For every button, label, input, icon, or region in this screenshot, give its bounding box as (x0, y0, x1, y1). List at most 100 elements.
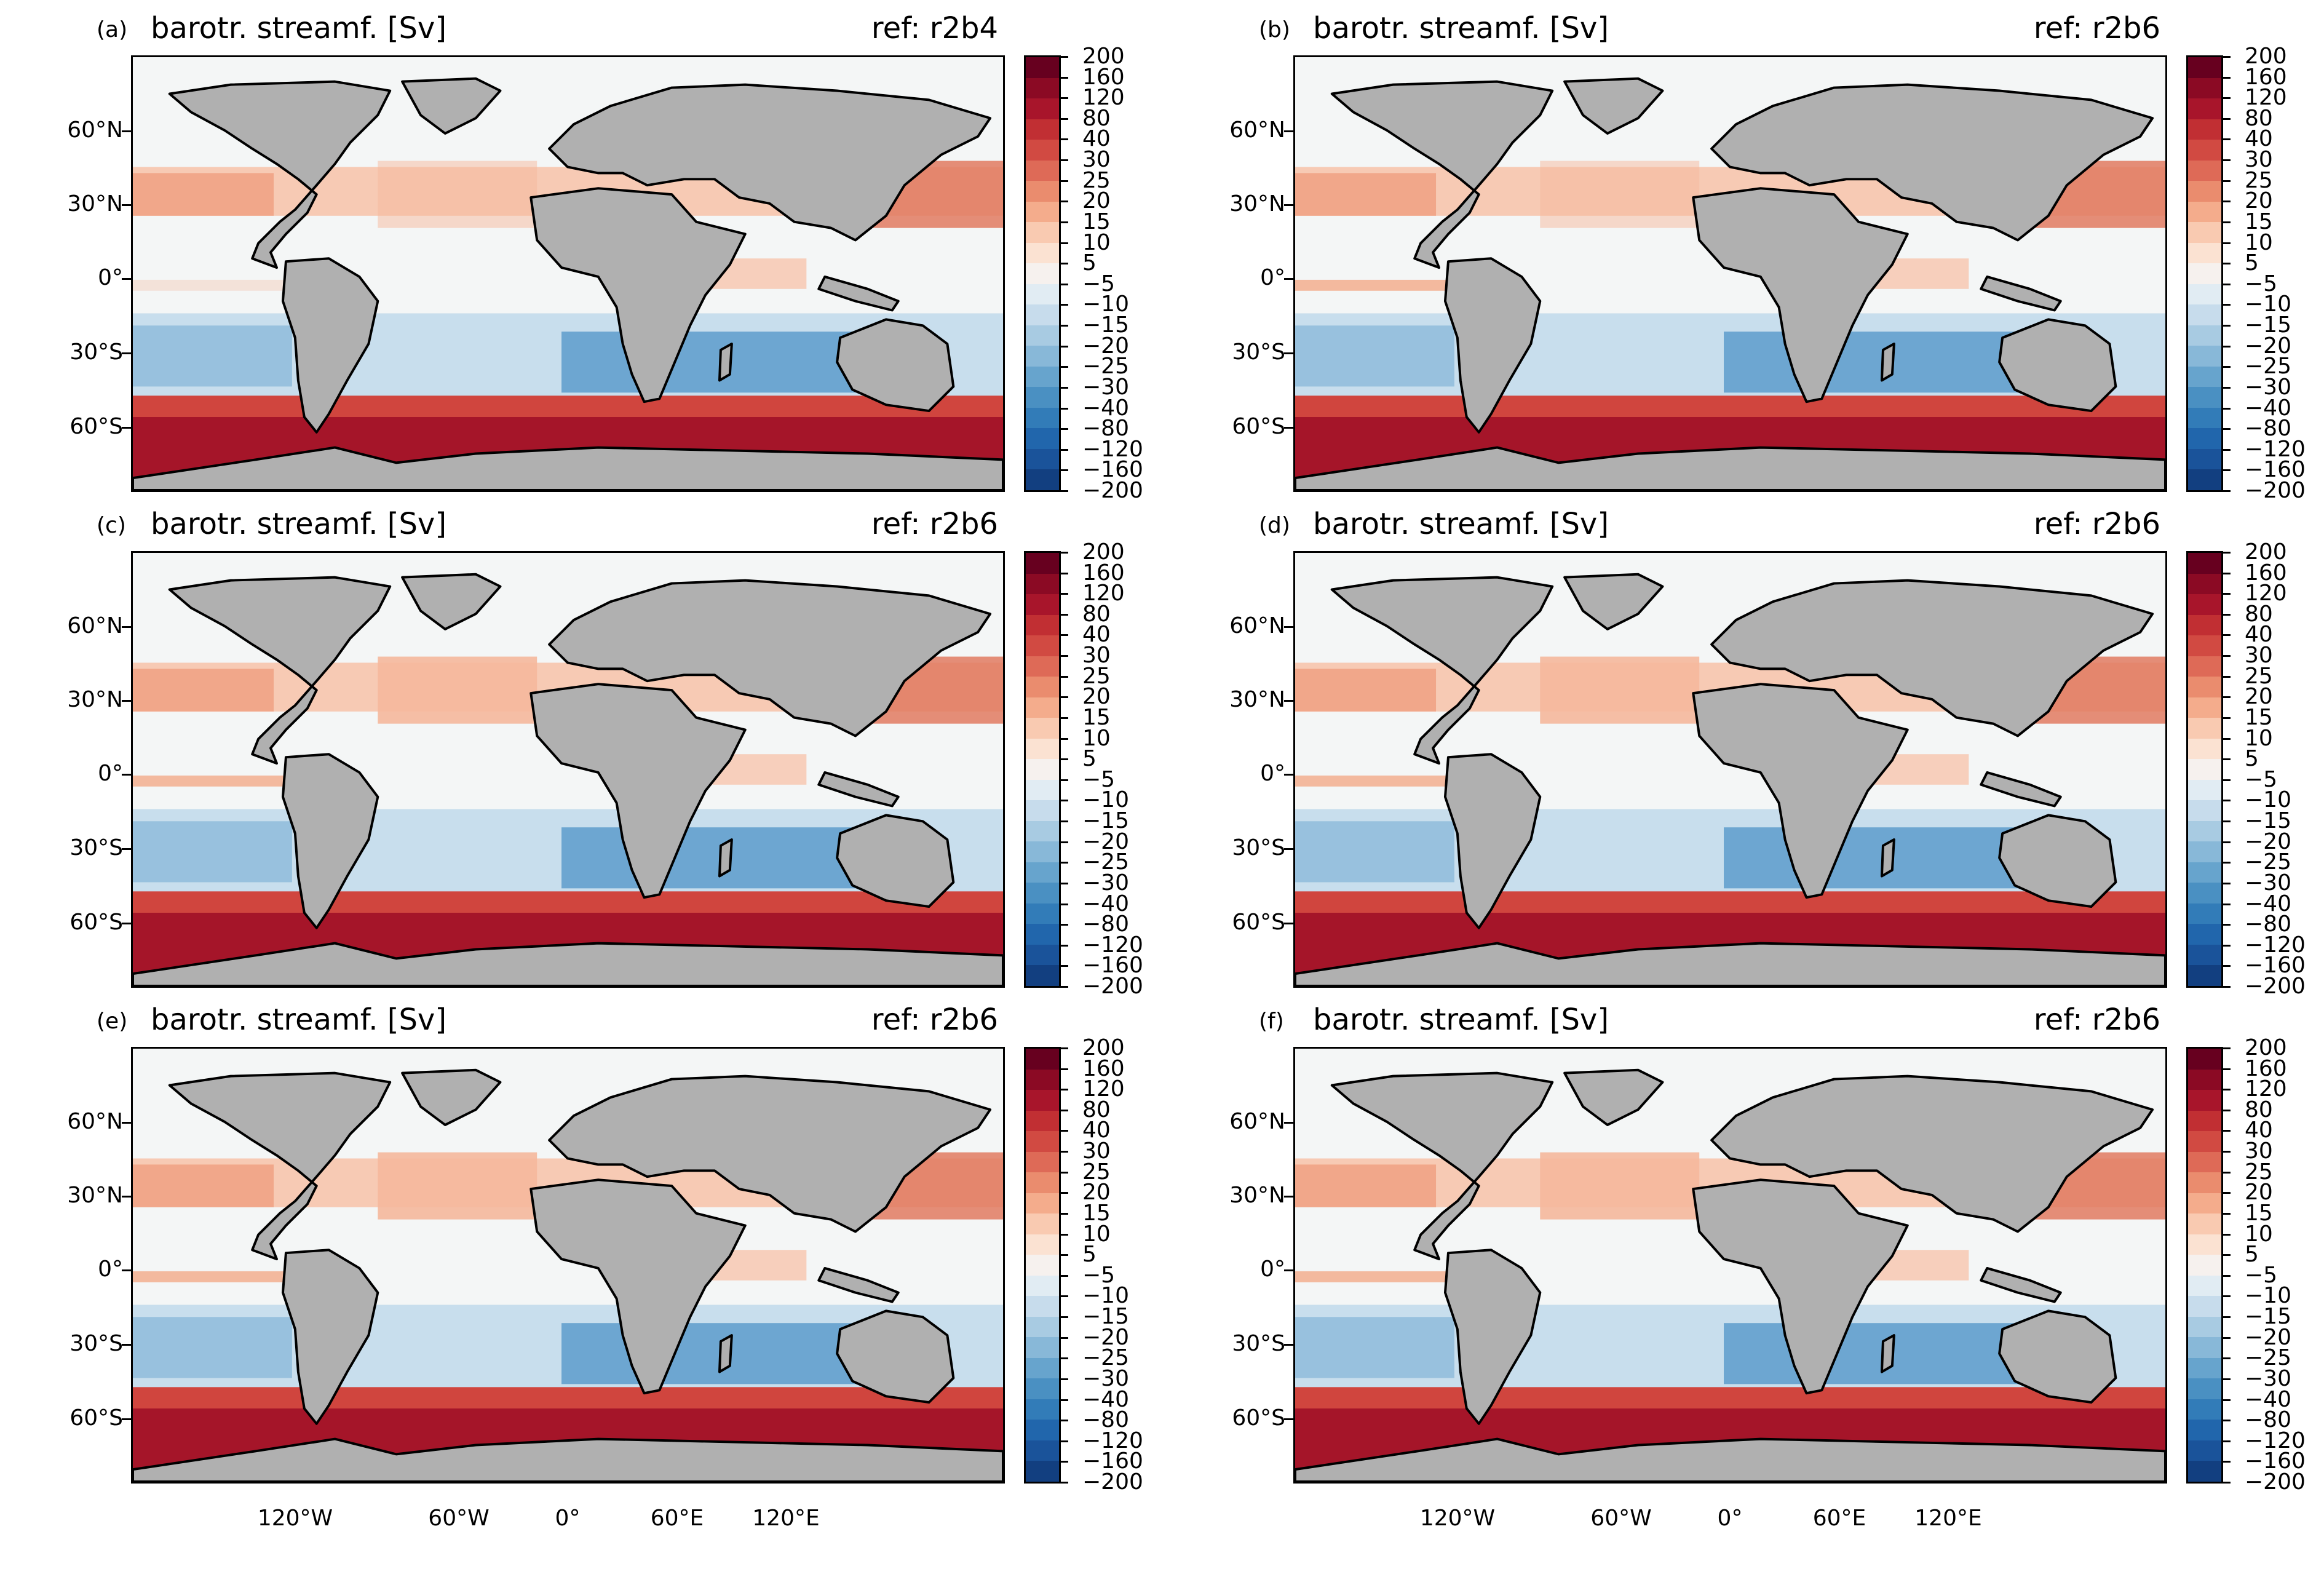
landmass (718, 343, 733, 382)
colorbar-label: 30 (2245, 147, 2273, 173)
colorbar-label: 160 (2245, 560, 2287, 586)
colorbar-segment (1026, 1255, 1059, 1276)
colorbar-tick (1061, 862, 1068, 864)
colorbar-label: 200 (1082, 1035, 1125, 1060)
latitude-label: 60°S (69, 414, 123, 439)
colorbar-tick (1061, 159, 1068, 162)
colorbar-label: 15 (2245, 704, 2273, 730)
colorbar-label: −5 (2245, 766, 2278, 792)
colorbar-tick (1061, 634, 1068, 637)
colorbar-tick (1061, 1482, 1068, 1484)
colorbar-label: −25 (1082, 849, 1129, 875)
colorbar-segment (1026, 820, 1059, 842)
colorbar-segment (1026, 57, 1059, 78)
landmass (548, 1074, 992, 1233)
colorbar-tick (2223, 552, 2231, 554)
colorbar-tick (1061, 924, 1068, 926)
latitude-label: 30°S (69, 340, 123, 365)
colorbar-label: −40 (2245, 1386, 2291, 1412)
colorbar-tick (1061, 1357, 1068, 1360)
colorbar-label: −15 (2245, 808, 2291, 834)
colorbar-label: −20 (2245, 828, 2291, 854)
colorbar-tick (2223, 117, 2231, 120)
colorbar-segment (1026, 759, 1059, 780)
colorbar-tick (1061, 572, 1068, 574)
colorbar-segment (2188, 841, 2221, 862)
colorbar-segment (2188, 965, 2221, 986)
colorbar-segment (1026, 594, 1059, 615)
colorbar-tick (2223, 1337, 2231, 1339)
colorbar-tick (2223, 1316, 2231, 1319)
landmass (1443, 1249, 1542, 1425)
landmass (1330, 576, 1554, 765)
colorbar-tick (2223, 862, 2231, 864)
landmass (1880, 1334, 1895, 1373)
colorbar-segment (2188, 57, 2221, 78)
colorbar-tick (2223, 593, 2231, 595)
colorbar-tick (2223, 448, 2231, 451)
colorbar-label: 40 (1082, 126, 1111, 152)
colorbar-label: −15 (2245, 1304, 2291, 1330)
colorbar-segment (2188, 553, 2221, 574)
latitude-tick (1284, 352, 1293, 354)
colorbar-tick (2223, 1151, 2231, 1153)
colorbar-tick (1061, 1440, 1068, 1442)
streamfunction-band (1295, 279, 1454, 291)
landmass (281, 753, 379, 929)
streamfunction-band (1295, 1387, 2165, 1412)
streamfunction-band (378, 1152, 537, 1220)
landmass (281, 1249, 379, 1425)
colorbar-segment (1026, 1110, 1059, 1132)
colorbar-segment (2188, 779, 2221, 801)
colorbar-tick (2223, 1482, 2231, 1484)
colorbar-tick (2223, 283, 2231, 285)
colorbar-label: 25 (1082, 1159, 1111, 1185)
colorbar-segment (2188, 469, 2221, 490)
colorbar-tick (1061, 1109, 1068, 1111)
streamfunction-band (1540, 161, 1700, 228)
panel-reference: ref: r2b6 (2033, 507, 2160, 541)
streamfunction-band (1295, 669, 1437, 712)
colorbar-segment (2188, 1461, 2221, 1482)
colorbar-label: 40 (1082, 622, 1111, 648)
longitude-label: 60°E (650, 1506, 704, 1531)
streamfunction-band (133, 1317, 292, 1378)
colorbar-label: 30 (1082, 643, 1111, 669)
colorbar-segment (2188, 1090, 2221, 1111)
colorbar-tick (2223, 1254, 2231, 1257)
colorbar-segment (1026, 1213, 1059, 1234)
colorbar-segment (1026, 160, 1059, 181)
landmass (1998, 1309, 2117, 1404)
colorbar-label: −20 (1082, 333, 1129, 359)
colorbar-label: 20 (2245, 188, 2273, 214)
colorbar-label: −200 (1082, 478, 1143, 503)
panel-title: barotr. streamf. [Sv] (151, 11, 447, 46)
latitude-tick (122, 1344, 131, 1346)
panel-title: barotr. streamf. [Sv] (1313, 507, 1609, 541)
colorbar-label: 80 (1082, 601, 1111, 627)
landmass (1295, 942, 2165, 986)
colorbar-segment (2188, 428, 2221, 449)
colorbar-segment (1026, 944, 1059, 966)
colorbar-label: 5 (2245, 746, 2259, 772)
streamfunction-band (1295, 1164, 1437, 1207)
landmass (1563, 1068, 1664, 1126)
landmass (529, 187, 747, 403)
longitude-label: 60°W (428, 1506, 490, 1531)
landmass (401, 1068, 502, 1126)
colorbar-segment (1026, 718, 1059, 739)
colorbar-tick (1061, 97, 1068, 100)
colorbar-tick (2223, 407, 2231, 410)
colorbar-tick (2223, 1461, 2231, 1463)
colorbar-tick (1061, 428, 1068, 431)
colorbar-segment (2188, 181, 2221, 202)
landmass (1563, 77, 1664, 135)
landmass (548, 83, 992, 242)
colorbar-segment (1026, 1275, 1059, 1297)
colorbar-segment (2188, 1420, 2221, 1440)
latitude-label: 0° (1260, 1257, 1285, 1282)
streamfunction-band (133, 669, 274, 712)
streamfunction-band (1295, 775, 1454, 787)
colorbar-segment (1026, 1399, 1059, 1420)
colorbar-label: 160 (2245, 1055, 2287, 1081)
